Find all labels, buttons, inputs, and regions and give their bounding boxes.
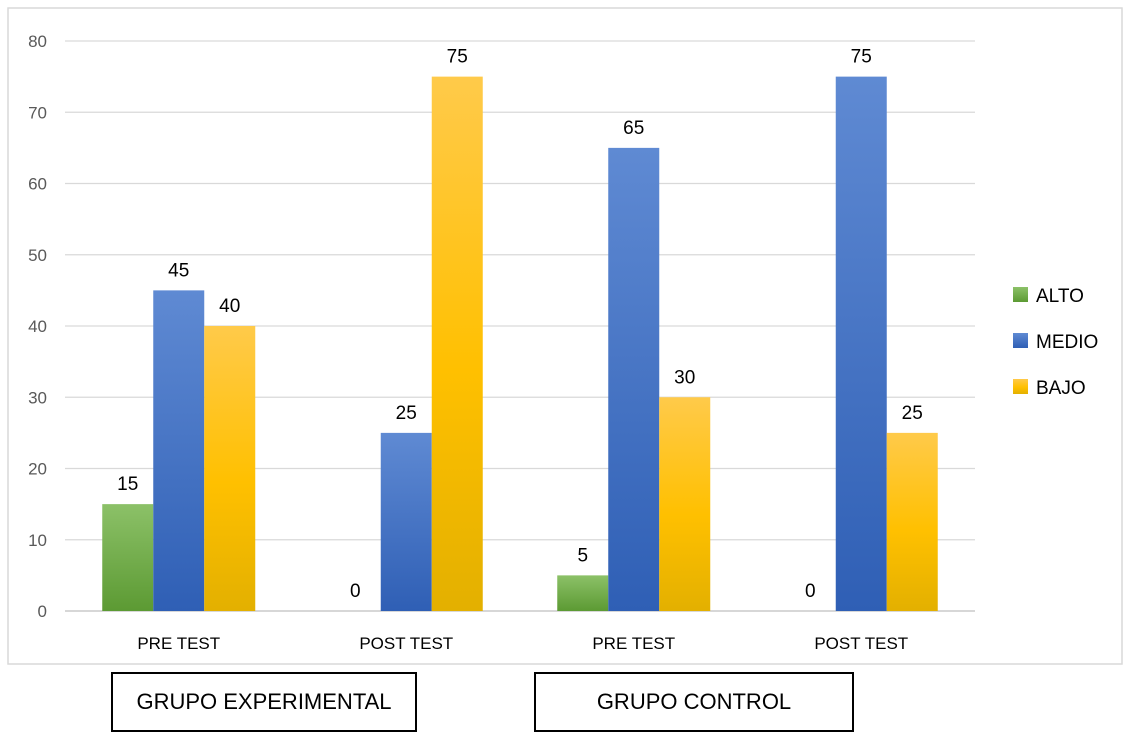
group-label-control: GRUPO CONTROL — [534, 672, 854, 732]
bar-bajo — [659, 397, 711, 611]
data-label: 25 — [396, 403, 417, 424]
data-label: 45 — [168, 260, 189, 281]
data-label: 30 — [674, 367, 695, 388]
y-tick-label: 40 — [28, 317, 47, 336]
x-tick-label: POST TEST — [359, 634, 453, 653]
legend-label-medio: MEDIO — [1036, 332, 1098, 353]
data-label: 15 — [117, 474, 138, 495]
y-tick-label: 10 — [28, 531, 47, 550]
data-label: 40 — [219, 296, 240, 317]
legend-swatch-medio — [1013, 333, 1028, 348]
data-label: 0 — [805, 581, 816, 602]
x-tick-label: PRE TEST — [592, 634, 675, 653]
legend-swatch-alto — [1013, 287, 1028, 302]
bar-medio — [608, 147, 660, 611]
legend-swatch-bajo — [1013, 379, 1028, 394]
bar-medio — [835, 76, 887, 611]
legend-label-bajo: BAJO — [1036, 378, 1086, 399]
y-tick-label: 80 — [28, 32, 47, 51]
x-tick-label: PRE TEST — [137, 634, 220, 653]
bar-alto — [557, 575, 609, 611]
y-tick-label: 20 — [28, 460, 47, 479]
bar-bajo — [431, 76, 483, 611]
bar-alto — [102, 504, 154, 611]
group-label-experimental: GRUPO EXPERIMENTAL — [111, 672, 417, 732]
data-label: 25 — [902, 403, 923, 424]
data-label: 5 — [577, 545, 588, 566]
bar-bajo — [204, 326, 256, 611]
bar-bajo — [886, 432, 938, 611]
y-tick-label: 30 — [28, 388, 47, 407]
bar-medio — [380, 432, 432, 611]
data-label: 75 — [447, 47, 468, 68]
data-label: 75 — [851, 47, 872, 68]
bar-medio — [153, 290, 205, 611]
data-label: 65 — [623, 118, 644, 139]
y-tick-label: 60 — [28, 175, 47, 194]
y-tick-label: 50 — [28, 246, 47, 265]
y-tick-label: 0 — [38, 602, 47, 621]
data-label: 0 — [350, 581, 361, 602]
y-tick-label: 70 — [28, 103, 47, 122]
x-tick-label: POST TEST — [814, 634, 908, 653]
legend-label-alto: ALTO — [1036, 286, 1084, 307]
